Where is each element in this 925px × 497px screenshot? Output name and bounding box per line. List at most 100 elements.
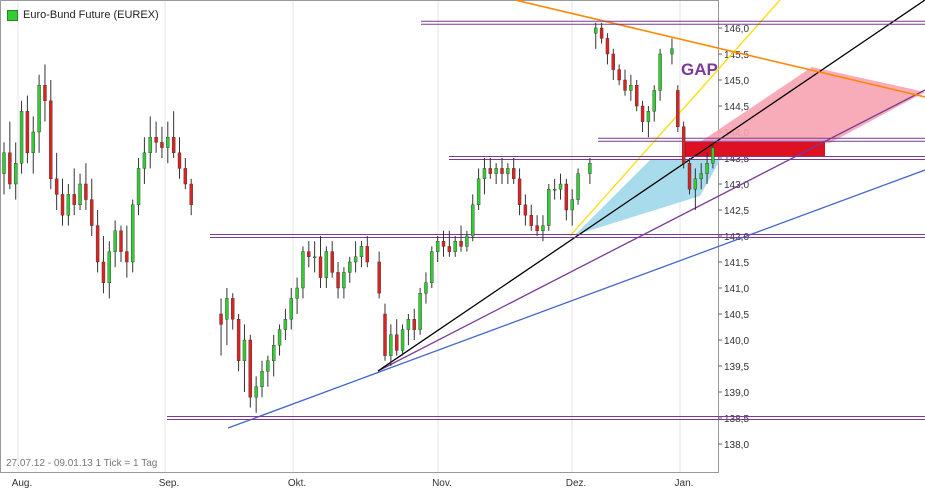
- x-tick-label: Okt.: [288, 478, 306, 489]
- candle-body: [605, 38, 610, 55]
- candle-body: [8, 152, 12, 185]
- candle-body: [43, 84, 47, 101]
- resistance-zone: [700, 67, 925, 143]
- candle-body: [160, 142, 164, 148]
- candle-body: [435, 240, 440, 252]
- candle-body: [219, 313, 223, 325]
- candle-body: [705, 162, 709, 174]
- candle-body: [19, 110, 24, 164]
- candle-body: [25, 110, 30, 153]
- candle-body: [101, 261, 106, 283]
- candle-body: [54, 178, 59, 195]
- candle-body: [154, 136, 158, 143]
- candle-body: [535, 225, 539, 232]
- candle-body: [13, 162, 18, 185]
- candle-body: [183, 168, 188, 185]
- candle-body: [359, 246, 364, 257]
- trendline-blue: [227, 169, 925, 429]
- candle-body: [447, 246, 452, 252]
- candle-body: [248, 339, 253, 398]
- candle-body: [353, 256, 358, 263]
- candle-body: [395, 334, 399, 351]
- candle-body: [119, 230, 123, 252]
- candle-body: [348, 261, 352, 273]
- candle-body: [424, 282, 428, 294]
- candle-body: [681, 126, 686, 164]
- candle-body: [2, 152, 6, 174]
- y-tick-label: 145,0: [724, 76, 749, 87]
- candle-body: [295, 287, 299, 299]
- candle-body: [523, 204, 528, 216]
- candle-body: [84, 183, 88, 200]
- candle-body: [471, 204, 475, 237]
- candle-body: [342, 272, 346, 289]
- candle-body: [225, 298, 229, 320]
- trendline-purple: [377, 89, 925, 372]
- candle-body: [307, 251, 311, 258]
- candle-body: [629, 84, 633, 91]
- candle-body: [383, 313, 387, 356]
- candle-body: [400, 329, 405, 351]
- candle-body: [107, 251, 112, 284]
- candle-body: [49, 100, 53, 180]
- candle-body: [517, 178, 522, 206]
- candle-body: [148, 136, 152, 153]
- x-tick-label: Jan.: [675, 478, 694, 489]
- candle-body: [260, 371, 264, 388]
- candle-body: [576, 173, 580, 200]
- y-tick-label: 146,0: [724, 24, 749, 35]
- candle-body: [66, 194, 71, 216]
- y-tick-label: 143,0: [724, 180, 749, 191]
- candle-body: [453, 240, 457, 252]
- plot-frame: [0, 0, 719, 473]
- y-tick-label: 140,5: [724, 310, 749, 321]
- chart-legend: Euro-Bund Future (EUREX): [7, 9, 159, 21]
- y-tick-label: 140,0: [724, 336, 749, 347]
- candle-body: [506, 168, 510, 174]
- candle-body: [430, 251, 434, 284]
- candle-body: [711, 147, 715, 164]
- x-tick-label: Aug.: [12, 478, 33, 489]
- trendline-orange: [514, 0, 925, 98]
- candle-body: [640, 105, 645, 122]
- candle-body: [599, 27, 604, 39]
- candle-body: [177, 152, 182, 169]
- date-range-footer: 27.07.12 - 09.01.13 1 Tick = 1 Tag: [6, 458, 158, 469]
- candle-body: [283, 319, 288, 330]
- x-tick-label: Nov.: [432, 478, 452, 489]
- candle-body: [635, 84, 639, 107]
- candle-body: [482, 168, 487, 179]
- candle-body: [687, 162, 692, 190]
- candle-body: [78, 183, 82, 205]
- candle-body: [564, 183, 569, 211]
- y-tick-label: 139,0: [724, 388, 749, 399]
- candle-body: [512, 168, 516, 179]
- candle-body: [166, 136, 170, 148]
- candle-body: [652, 90, 656, 112]
- candle-body: [412, 319, 416, 330]
- candle-body: [130, 204, 135, 263]
- y-tick-label: 141,0: [724, 284, 749, 295]
- candle-body: [266, 360, 270, 372]
- candle-body: [547, 188, 551, 226]
- candle-body: [142, 152, 147, 169]
- candle-body: [113, 230, 117, 252]
- candle-body: [95, 225, 100, 263]
- candle-body: [37, 84, 41, 133]
- candle-body: [570, 199, 574, 211]
- y-tick-label: 141,5: [724, 258, 749, 269]
- x-tick-label: Sep.: [159, 478, 180, 489]
- candle-body: [541, 225, 545, 232]
- candle-body: [301, 251, 305, 289]
- candle-body: [171, 136, 176, 153]
- candle-body: [377, 261, 381, 294]
- candle-body: [658, 53, 662, 91]
- candle-body: [60, 194, 65, 216]
- support-zone: [575, 160, 720, 235]
- candle-body: [529, 214, 533, 226]
- candle-body: [272, 345, 276, 362]
- candle-body: [646, 110, 651, 122]
- y-tick-label: 142,5: [724, 206, 749, 217]
- candle-body: [441, 240, 446, 247]
